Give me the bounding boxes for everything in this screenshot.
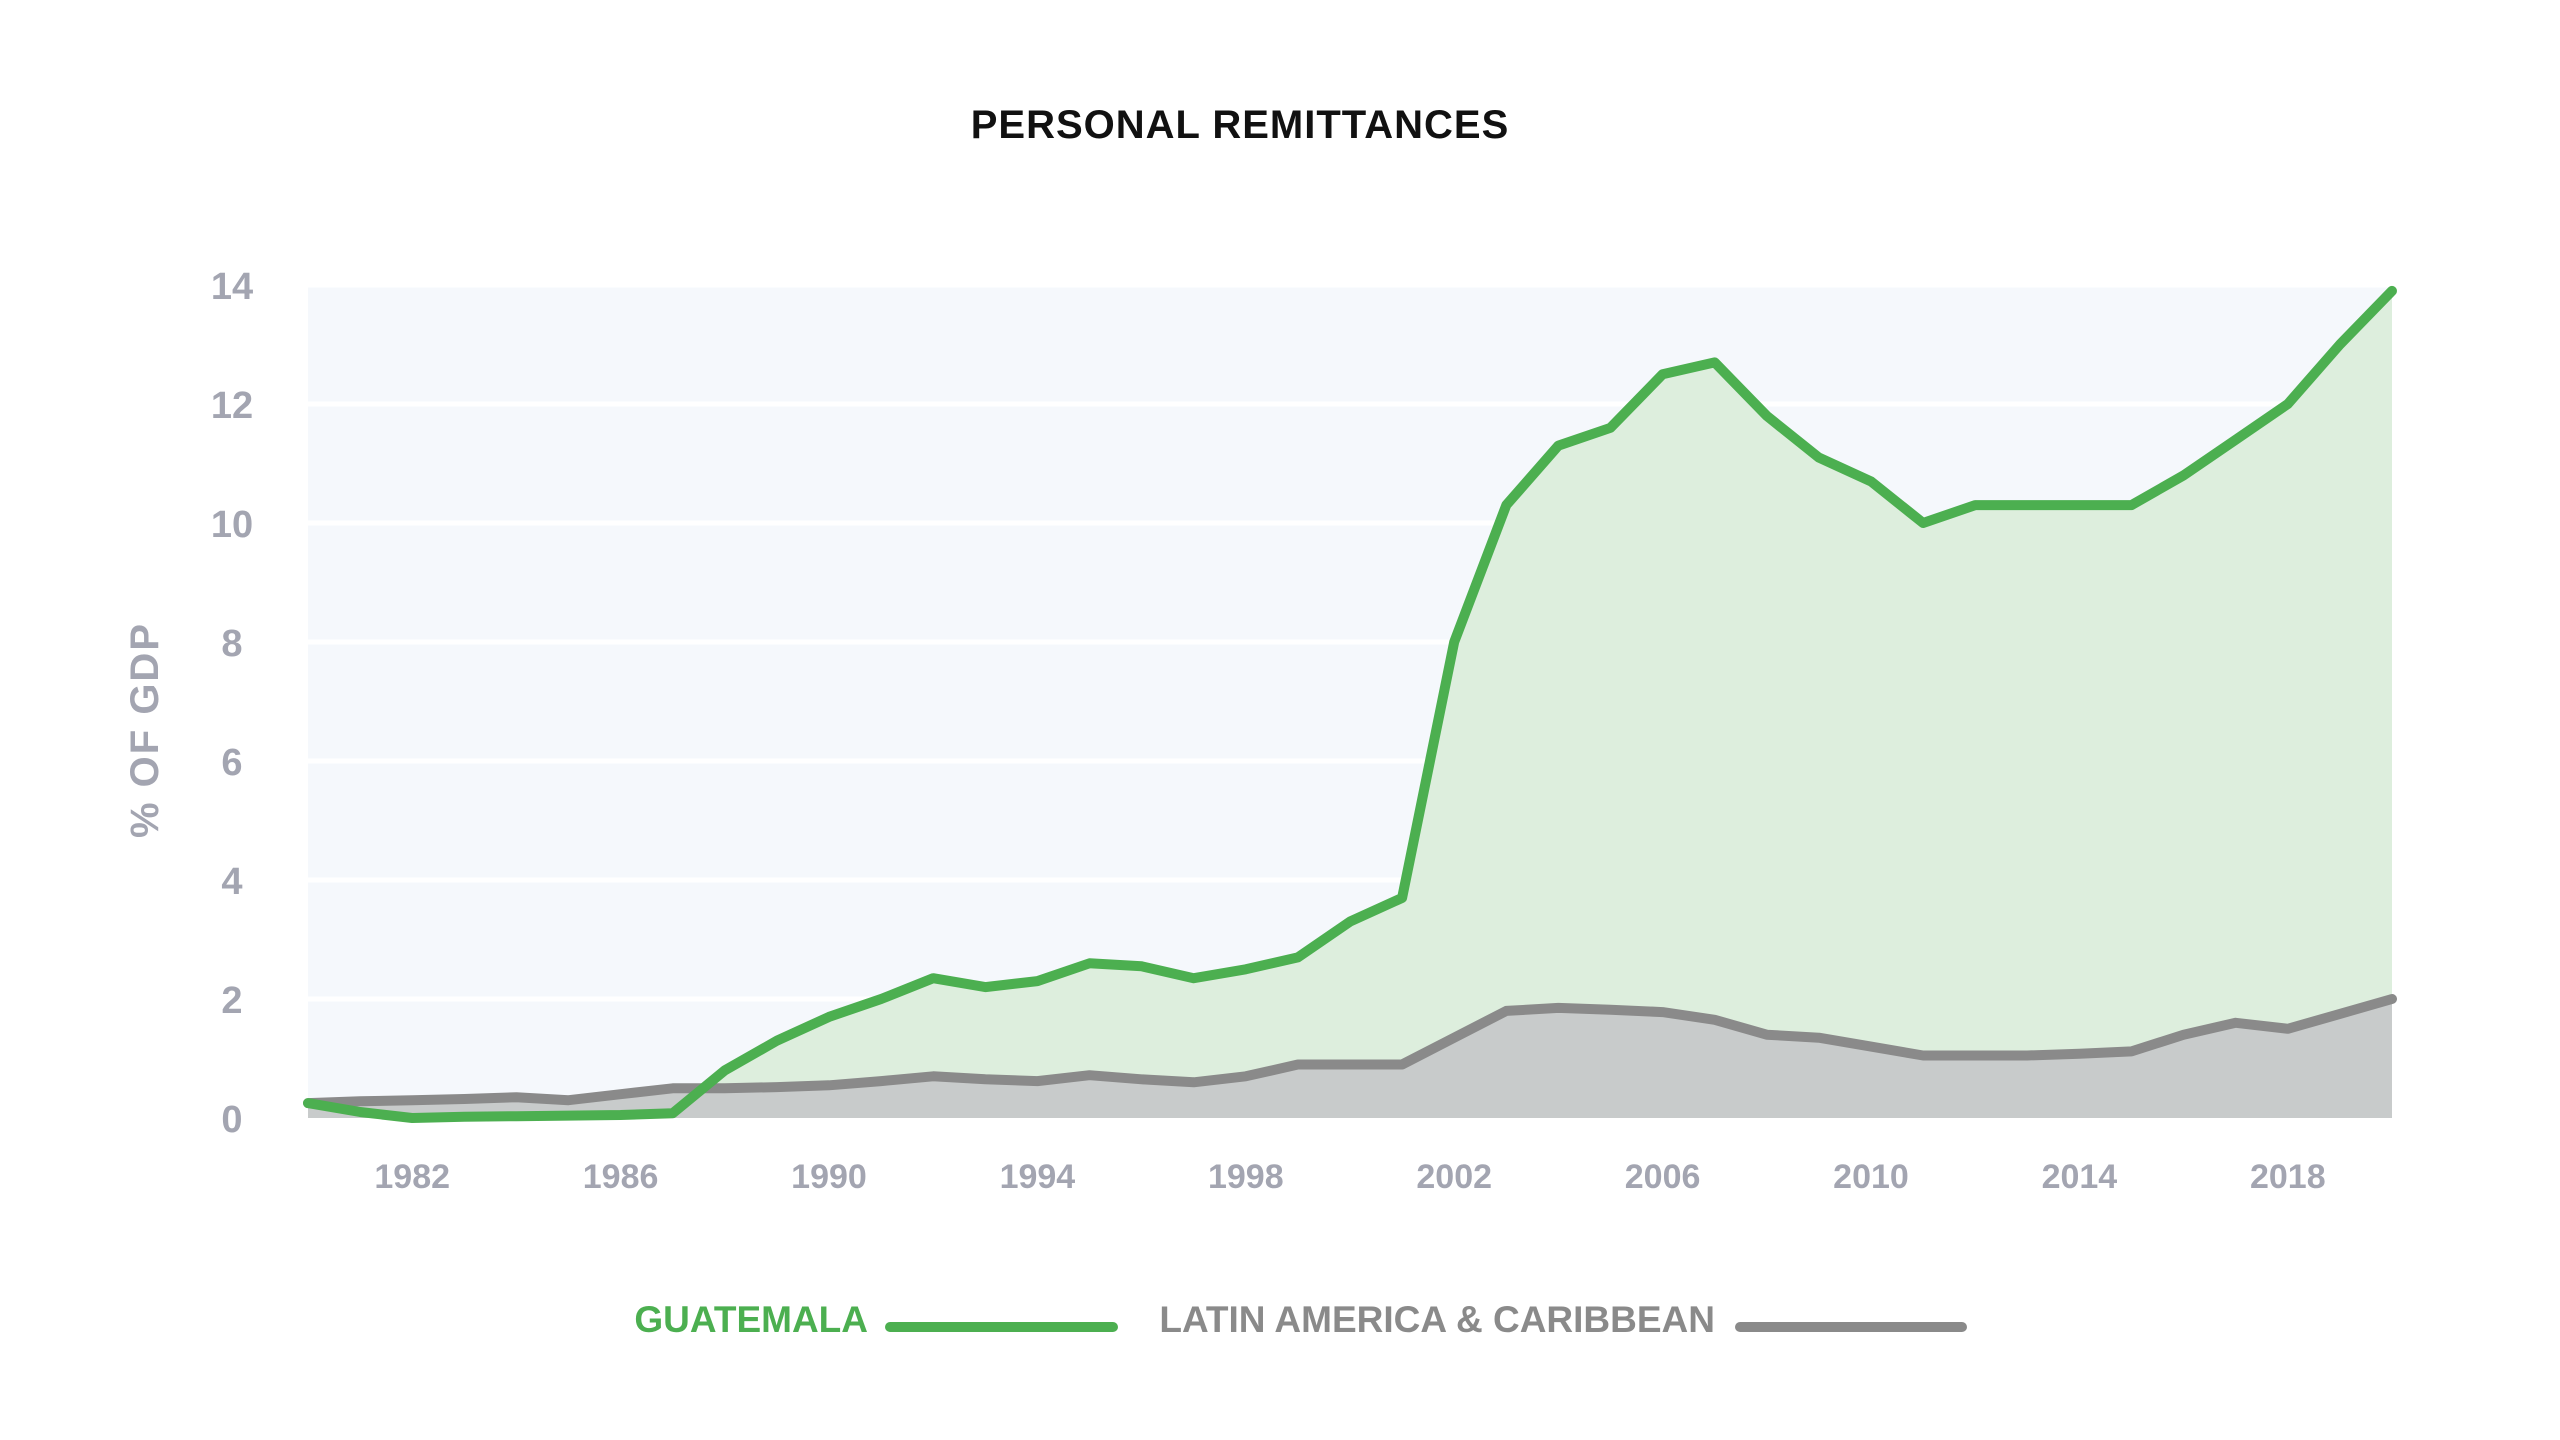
x-tick-label: 2018: [2250, 1158, 2326, 1196]
chart-title: PERSONAL REMITTANCES: [971, 103, 1510, 147]
guatemala-area: [308, 290, 2392, 1118]
x-tick-label: 2006: [1625, 1158, 1701, 1196]
x-tick-label: 2014: [2042, 1158, 2118, 1196]
latin-america-line: [303, 994, 2397, 1109]
guatemala-line: [303, 285, 2397, 1123]
x-tick-label: 2010: [1833, 1158, 1909, 1196]
legend: GUATEMALA LATIN AMERICA & CARIBBEAN: [634, 1299, 1967, 1340]
y-tick-label: 8: [221, 623, 242, 665]
y-tick-label: 12: [211, 385, 253, 427]
x-tick-label: 1994: [1000, 1158, 1076, 1196]
y-tick-label: 10: [211, 504, 253, 546]
y-tick-label: 14: [211, 266, 253, 308]
x-tick-label: 1998: [1208, 1158, 1284, 1196]
legend-label-guatemala: GUATEMALA: [634, 1299, 868, 1340]
plot-area: 0 2 4 6 8 10 12 14 1982 1986 1990 1994 1998 2002 2006 2…: [211, 266, 2397, 1196]
y-tick-label: 4: [221, 861, 242, 903]
y-axis-label: % OF GDP: [123, 622, 167, 838]
y-tick-label: 6: [221, 742, 242, 784]
x-tick-label: 1990: [791, 1158, 867, 1196]
x-tick-label: 1982: [374, 1158, 450, 1196]
y-tick-label: 2: [221, 980, 242, 1022]
legend-label-latin-america: LATIN AMERICA & CARIBBEAN: [1159, 1299, 1715, 1340]
x-tick-label: 1986: [583, 1158, 659, 1196]
x-tick-label: 2002: [1416, 1158, 1492, 1196]
y-tick-label: 0: [221, 1099, 242, 1141]
